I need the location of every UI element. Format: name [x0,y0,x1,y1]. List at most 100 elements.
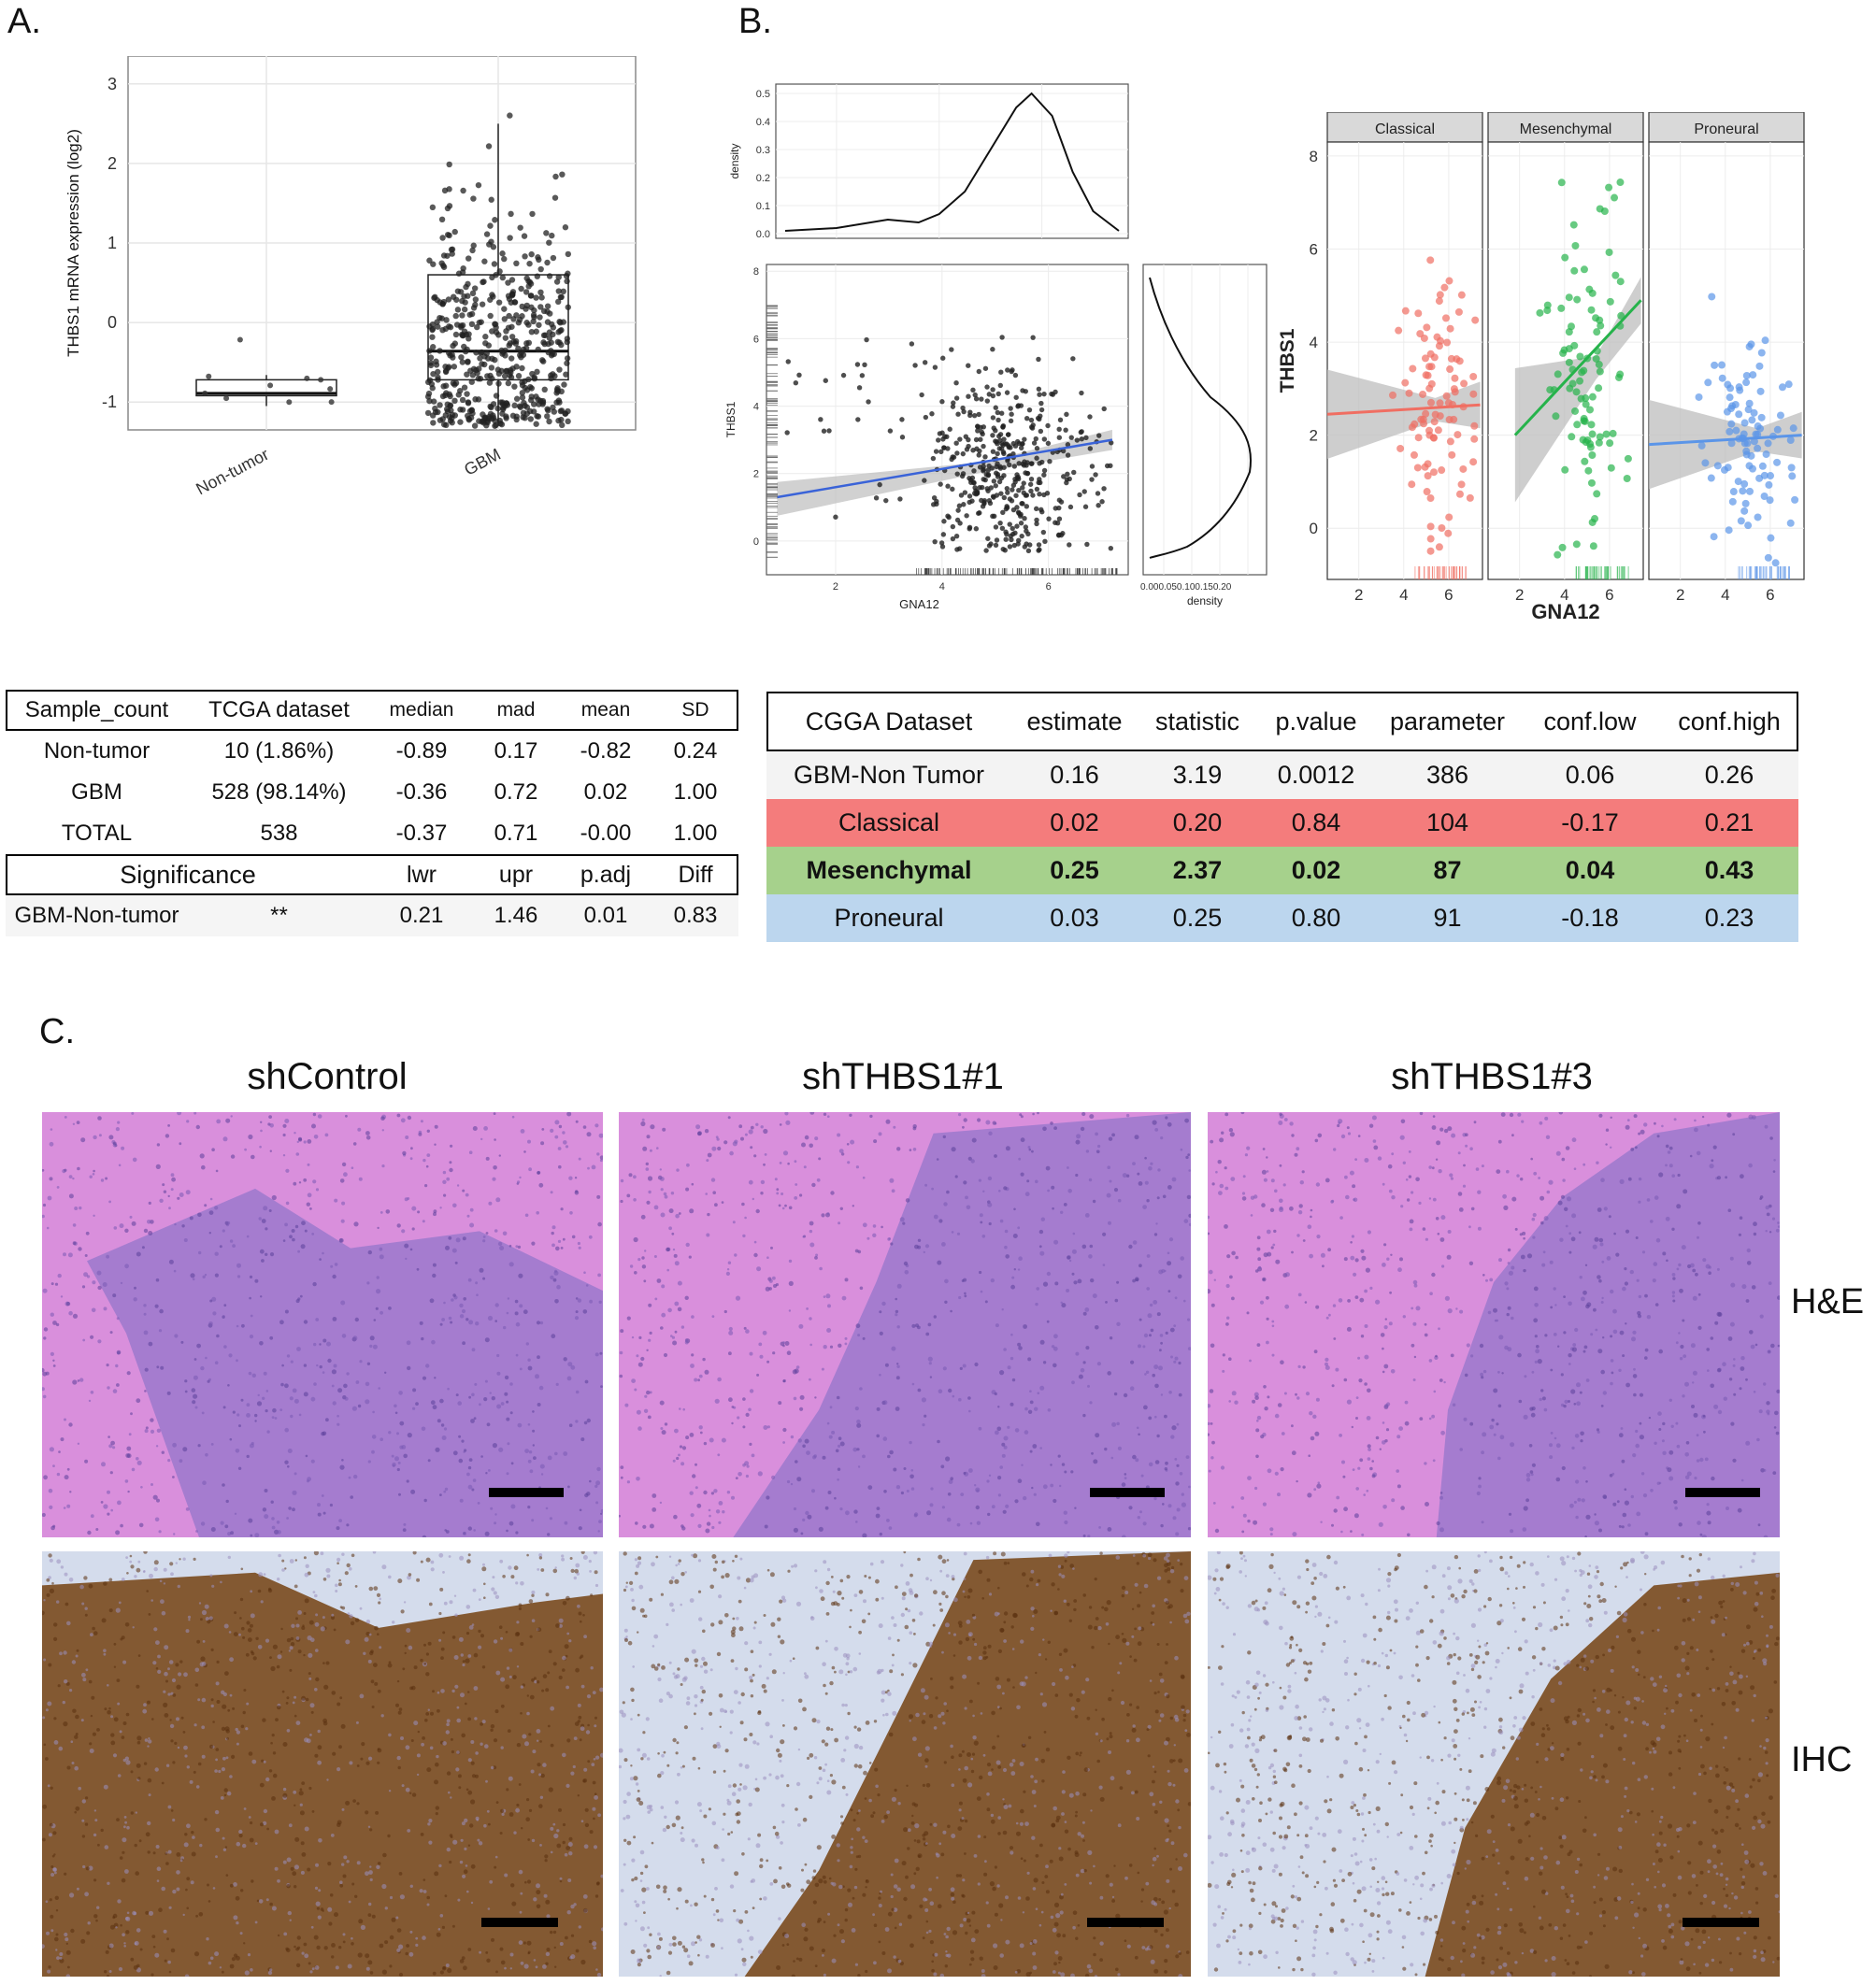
cell-nucleus [531,1593,535,1597]
data-point [517,224,523,231]
cell-nucleus [510,1462,514,1465]
y-tick-label: 0.4 [756,117,770,128]
cell-nucleus [343,1383,348,1389]
cell-nucleus [107,1512,110,1516]
cell-nucleus [1585,1304,1590,1309]
cell-nucleus [1658,1172,1664,1178]
cell-nucleus [294,1132,296,1135]
data-point [1726,393,1734,402]
table-cell: 0.20 [1172,808,1223,836]
cell-nucleus [756,1266,762,1272]
cell-nucleus [794,1160,797,1164]
data-point [1020,485,1025,491]
cell-nucleus [1389,1291,1392,1294]
cell-nucleus [223,1793,227,1797]
cell-nucleus [1507,1306,1511,1310]
cell-nucleus [579,1508,582,1512]
cell-nucleus [1530,1157,1533,1161]
cell-nucleus [1633,1367,1636,1371]
cell-nucleus [455,1393,459,1397]
data-point [1748,416,1756,424]
cell-nucleus [381,1564,387,1570]
data-point [505,379,512,387]
cell-nucleus [1113,1392,1118,1396]
cell-nucleus [1459,1309,1464,1314]
cell-nucleus [1107,1165,1110,1169]
cell-nucleus [1732,1364,1736,1367]
cell-nucleus [1273,1229,1277,1234]
cell-nucleus [365,1135,371,1140]
data-point [1414,309,1423,318]
cell-nucleus [674,1330,678,1334]
cell-nucleus [1612,1502,1617,1507]
cell-nucleus [962,1364,967,1368]
cell-nucleus [734,1139,738,1144]
data-point [1454,431,1462,439]
cell-nucleus [373,1319,377,1321]
cell-nucleus [1707,1123,1711,1127]
data-point [1576,352,1584,361]
cell-nucleus [1302,1365,1306,1369]
cell-nucleus [1511,1134,1514,1137]
data-point [437,402,443,408]
cell-nucleus [1603,1207,1608,1211]
cell-nucleus [1210,1456,1214,1460]
cell-nucleus [435,1447,440,1452]
cell-nucleus [494,1320,497,1322]
cell-nucleus [531,1241,536,1246]
cell-nucleus [711,1525,715,1530]
cell-nucleus [1756,1437,1760,1442]
cell-nucleus [872,1233,877,1237]
cell-nucleus [746,1464,750,1468]
table-row: Proneural 0.03 0.25 0.80 91 -0.18 0.23 [766,894,1798,942]
cell-nucleus [1354,1258,1359,1263]
data-point [1037,492,1042,497]
cell-nucleus [1228,1128,1234,1133]
data-point [1587,421,1596,429]
cell-nucleus [341,1807,345,1811]
cell-nucleus [68,1310,73,1316]
cell-nucleus [766,1495,770,1500]
cell-nucleus [72,1379,78,1385]
plot-area [775,83,1129,239]
cell-nucleus [464,1702,467,1706]
cell-nucleus [959,1366,963,1370]
cell-nucleus [1632,1453,1637,1458]
cell-nucleus [1042,1126,1047,1132]
column-label-shthbs1-3: shTHBS1#3 [1391,1056,1593,1097]
data-point [960,405,966,411]
cell-nucleus [379,1247,383,1251]
data-point [508,334,516,340]
data-point [990,415,996,421]
cell-nucleus [1210,1422,1213,1425]
data-point [236,336,243,343]
cell-nucleus [1438,1169,1442,1174]
data-point [1536,308,1544,317]
cell-nucleus [356,1861,361,1865]
cell-nucleus [1557,1345,1560,1348]
cell-nucleus [1727,1208,1732,1212]
cell-nucleus [532,1429,536,1433]
cell-nucleus [1732,1458,1737,1463]
cell-nucleus [491,1937,494,1942]
cell-nucleus [319,1258,322,1261]
cell-nucleus [365,1619,371,1624]
table-header-cell: median [389,699,454,721]
data-point [484,373,491,379]
y-tick-label: 0.1 [756,201,770,212]
cell-nucleus [1109,1336,1113,1340]
data-point [1089,477,1095,482]
cell-nucleus [288,1507,292,1510]
cell-nucleus [1299,1180,1304,1185]
cell-nucleus [1122,1173,1127,1178]
cell-nucleus [1262,1502,1267,1507]
table-cell: 0.84 [1291,808,1341,836]
cell-nucleus [469,1222,475,1228]
data-point [995,461,1000,466]
cell-nucleus [311,1233,315,1235]
cell-nucleus [1493,1433,1497,1436]
cell-nucleus [1296,1234,1300,1237]
cell-nucleus [63,1507,66,1509]
cell-nucleus [1500,1112,1506,1117]
